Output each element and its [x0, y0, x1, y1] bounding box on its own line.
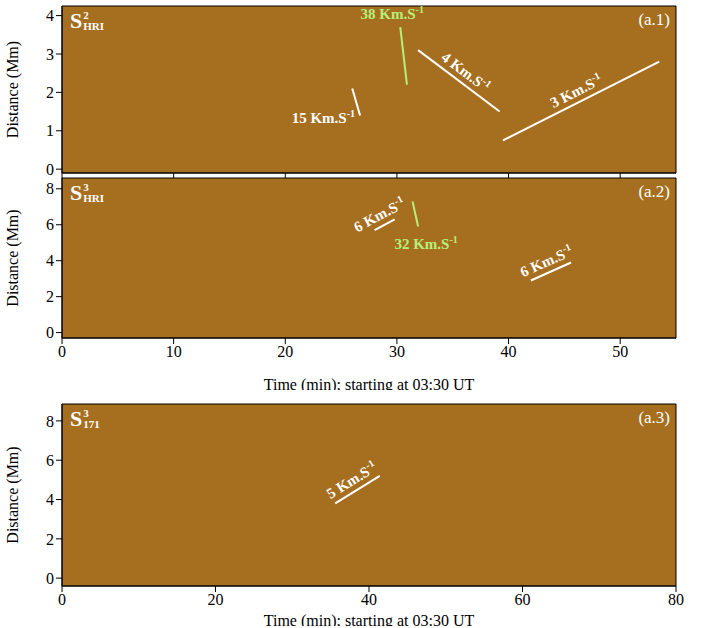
svg-text:20: 20 — [208, 591, 224, 608]
svg-text:0: 0 — [58, 343, 66, 360]
svg-text:30: 30 — [389, 343, 405, 360]
svg-text:1: 1 — [46, 122, 54, 139]
svg-text:6: 6 — [46, 452, 54, 469]
svg-text:4: 4 — [46, 7, 54, 24]
svg-text:8: 8 — [46, 180, 54, 197]
html-text:2: 2 — [83, 9, 89, 21]
svg-text:15 Km.S-1: 15 Km.S-1 — [292, 108, 355, 126]
svg-text:32 Km.S-1: 32 Km.S-1 — [394, 234, 457, 252]
svg-text:6: 6 — [46, 216, 54, 233]
svg-text:2: 2 — [46, 531, 54, 548]
html-text:3: 3 — [83, 181, 89, 193]
svg-text:Time (min); starting at 03:30: Time (min); starting at 03:30 UT — [264, 376, 475, 390]
svg-text:Time (min); starting at 03:30: Time (min); starting at 03:30 UT — [264, 612, 475, 626]
svg-text:10: 10 — [166, 343, 182, 360]
svg-text:80: 80 — [668, 591, 684, 608]
svg-text:2: 2 — [46, 84, 54, 101]
svg-text:4: 4 — [46, 491, 54, 508]
svg-text:3 Km.S-1: 3 Km.S-1 — [547, 70, 605, 111]
svg-text:3: 3 — [46, 46, 54, 63]
html-text:HRI: HRI — [83, 20, 104, 32]
html-text:S: S — [70, 180, 83, 205]
html-text:S: S — [70, 406, 83, 431]
html-text:(a.1): (a.1) — [638, 10, 670, 29]
html-text:171: 171 — [83, 418, 100, 430]
html-text:(a.3): (a.3) — [638, 408, 670, 427]
svg-text:0: 0 — [46, 570, 54, 587]
svg-text:0: 0 — [58, 591, 66, 608]
svg-text:Distance (Mm): Distance (Mm) — [4, 209, 22, 306]
svg-text:38 Km.S-1: 38 Km.S-1 — [361, 6, 424, 22]
svg-text:8: 8 — [46, 413, 54, 430]
svg-text:0: 0 — [46, 324, 54, 341]
html-text:S: S — [70, 8, 83, 33]
svg-text:6 Km.S-1: 6 Km.S-1 — [517, 241, 575, 280]
svg-text:2: 2 — [46, 288, 54, 305]
svg-text:6 Km.S-1: 6 Km.S-1 — [350, 193, 408, 235]
svg-text:5 Km.S-1: 5 Km.S-1 — [323, 457, 380, 502]
svg-text:20: 20 — [277, 343, 293, 360]
svg-text:4 Km.S-1: 4 Km.S-1 — [438, 47, 493, 95]
svg-text:Distance (Mm): Distance (Mm) — [4, 41, 22, 138]
svg-text:40: 40 — [501, 343, 517, 360]
svg-text:Distance (Mm): Distance (Mm) — [4, 446, 22, 543]
svg-text:50: 50 — [612, 343, 628, 360]
svg-text:4: 4 — [46, 252, 54, 269]
svg-text:60: 60 — [515, 591, 531, 608]
html-text:HRI: HRI — [83, 192, 104, 204]
svg-text:40: 40 — [361, 591, 377, 608]
html-text:(a.2): (a.2) — [638, 182, 670, 201]
svg-text:0: 0 — [46, 161, 54, 178]
html-text:3: 3 — [83, 407, 89, 419]
